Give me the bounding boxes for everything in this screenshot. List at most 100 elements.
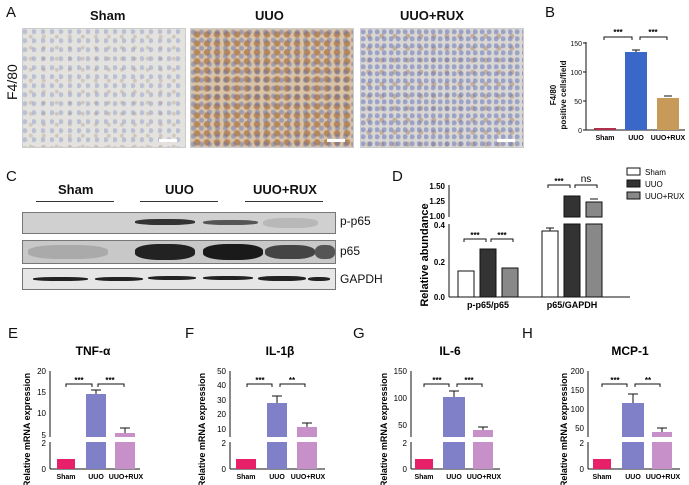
svg-text:***: ***	[497, 231, 507, 240]
svg-text:Sham: Sham	[236, 474, 255, 481]
chart-b: F4/80 positive cells/field 0 50 100 150 ***…	[549, 28, 686, 142]
svg-text:40: 40	[217, 381, 226, 390]
svg-text:***: ***	[105, 376, 115, 385]
panel-label-e: E	[8, 325, 19, 342]
ihc-image-sham	[22, 28, 186, 148]
svg-text:0.0: 0.0	[434, 293, 446, 302]
svg-text:1.50: 1.50	[429, 182, 445, 191]
ihc-row-label: F4/80	[4, 64, 20, 100]
svg-text:***: ***	[554, 177, 564, 186]
svg-text:Relative mRNA expression: Relative mRNA expression	[559, 373, 569, 485]
svg-text:100: 100	[571, 405, 585, 414]
svg-text:p-p65/p65: p-p65/p65	[467, 300, 509, 310]
svg-text:0: 0	[222, 465, 227, 474]
svg-text:1.00: 1.00	[429, 212, 445, 221]
svg-text:***: ***	[613, 28, 623, 37]
svg-text:2: 2	[42, 439, 47, 448]
svg-text:0.2: 0.2	[434, 258, 446, 267]
svg-text:UUO+RUX: UUO+RUX	[291, 474, 326, 481]
chart-g: IL-6 Relative mRNA expression 150 100 50 2 0…	[379, 344, 502, 485]
svg-text:Relative mRNA expression: Relative mRNA expression	[379, 373, 389, 485]
ihc-group-rux: UUO+RUX	[400, 8, 464, 23]
chart-h: MCP-1 Relative mRNA expression 200 150 100…	[559, 344, 681, 485]
svg-text:100: 100	[394, 394, 408, 403]
svg-text:1.25: 1.25	[429, 197, 445, 206]
panel-label-d: D	[392, 168, 403, 185]
band-label-p65: p65	[340, 244, 361, 258]
panel-label-b: B	[545, 4, 556, 21]
svg-text:TNF-α: TNF-α	[76, 344, 111, 358]
svg-text:UUO: UUO	[628, 135, 644, 142]
svg-text:Sham: Sham	[56, 474, 75, 481]
svg-text:50: 50	[575, 424, 584, 433]
svg-text:***: ***	[648, 28, 658, 37]
panel-label-f: F	[185, 325, 195, 342]
svg-text:20: 20	[37, 367, 46, 376]
blot-group-rux: UUO+RUX	[253, 182, 317, 197]
svg-text:IL-1β: IL-1β	[266, 344, 295, 358]
band-label-gapdh: GAPDH	[340, 272, 383, 286]
svg-text:Relative mRNA expression: Relative mRNA expression	[22, 373, 32, 485]
svg-text:UUO+RUX: UUO+RUX	[467, 474, 502, 481]
svg-text:IL-6: IL-6	[439, 344, 461, 358]
svg-text:0: 0	[580, 465, 585, 474]
svg-text:***: ***	[432, 376, 442, 385]
svg-text:0: 0	[578, 128, 582, 135]
svg-text:UUO: UUO	[625, 474, 641, 481]
svg-text:**: **	[289, 376, 296, 385]
svg-text:Sham: Sham	[645, 168, 666, 177]
blot-p-p65	[22, 212, 336, 234]
blot-group-sham: Sham	[58, 182, 94, 197]
svg-text:2: 2	[222, 439, 227, 448]
svg-text:30: 30	[217, 396, 226, 405]
blot-gapdh	[22, 268, 336, 290]
svg-text:10: 10	[217, 425, 226, 434]
svg-text:150: 150	[570, 41, 582, 48]
svg-text:Sham: Sham	[592, 474, 611, 481]
panel-label-g: G	[353, 325, 365, 342]
svg-text:5: 5	[42, 431, 47, 440]
svg-text:UUO: UUO	[645, 180, 663, 189]
svg-text:ns: ns	[581, 174, 592, 185]
svg-text:MCP-1: MCP-1	[611, 344, 649, 358]
svg-text:200: 200	[571, 367, 585, 376]
svg-text:15: 15	[37, 388, 46, 397]
svg-text:UUO+RUX: UUO+RUX	[109, 474, 144, 481]
svg-text:**: **	[645, 376, 652, 385]
svg-text:***: ***	[74, 376, 84, 385]
chart-f: IL-1β Relative mRNA expression 504030201…	[197, 344, 326, 485]
ihc-image-uuo-rux	[360, 28, 524, 148]
svg-text:***: ***	[610, 376, 620, 385]
svg-text:150: 150	[571, 386, 585, 395]
panel-label-h: H	[522, 325, 533, 342]
svg-text:0: 0	[42, 465, 47, 474]
svg-text:Relative mRNA expression: Relative mRNA expression	[197, 373, 207, 485]
svg-text:50: 50	[398, 421, 407, 430]
band-label-p-p65: p-p65	[340, 214, 371, 228]
svg-text:150: 150	[394, 367, 408, 376]
ihc-group-uuo: UUO	[255, 8, 284, 23]
svg-text:UUO: UUO	[446, 474, 462, 481]
svg-text:50: 50	[574, 99, 582, 106]
svg-text:***: ***	[464, 376, 474, 385]
ihc-image-uuo	[190, 28, 354, 148]
svg-text:10: 10	[37, 409, 46, 418]
ihc-group-sham: Sham	[90, 8, 126, 23]
svg-text:UUO+RUX: UUO+RUX	[651, 135, 686, 142]
svg-text:***: ***	[255, 376, 265, 385]
svg-text:20: 20	[217, 410, 226, 419]
svg-text:2: 2	[403, 439, 408, 448]
chart-e: TNF-α Relative mRNA expression 201510520…	[22, 344, 144, 485]
svg-text:positive cells/field: positive cells/field	[559, 60, 568, 129]
panel-label-a: A	[6, 4, 17, 21]
svg-text:100: 100	[570, 70, 582, 77]
svg-text:0.4: 0.4	[434, 221, 446, 230]
svg-text:UUO+RUX: UUO+RUX	[646, 474, 681, 481]
blot-group-uuo: UUO	[165, 182, 194, 197]
svg-text:Sham: Sham	[595, 135, 614, 142]
svg-text:Relative abundance: Relative abundance	[419, 203, 431, 306]
panel-label-c: C	[6, 168, 17, 185]
svg-text:0: 0	[403, 465, 408, 474]
svg-text:***: ***	[470, 231, 480, 240]
svg-text:Sham: Sham	[414, 474, 433, 481]
